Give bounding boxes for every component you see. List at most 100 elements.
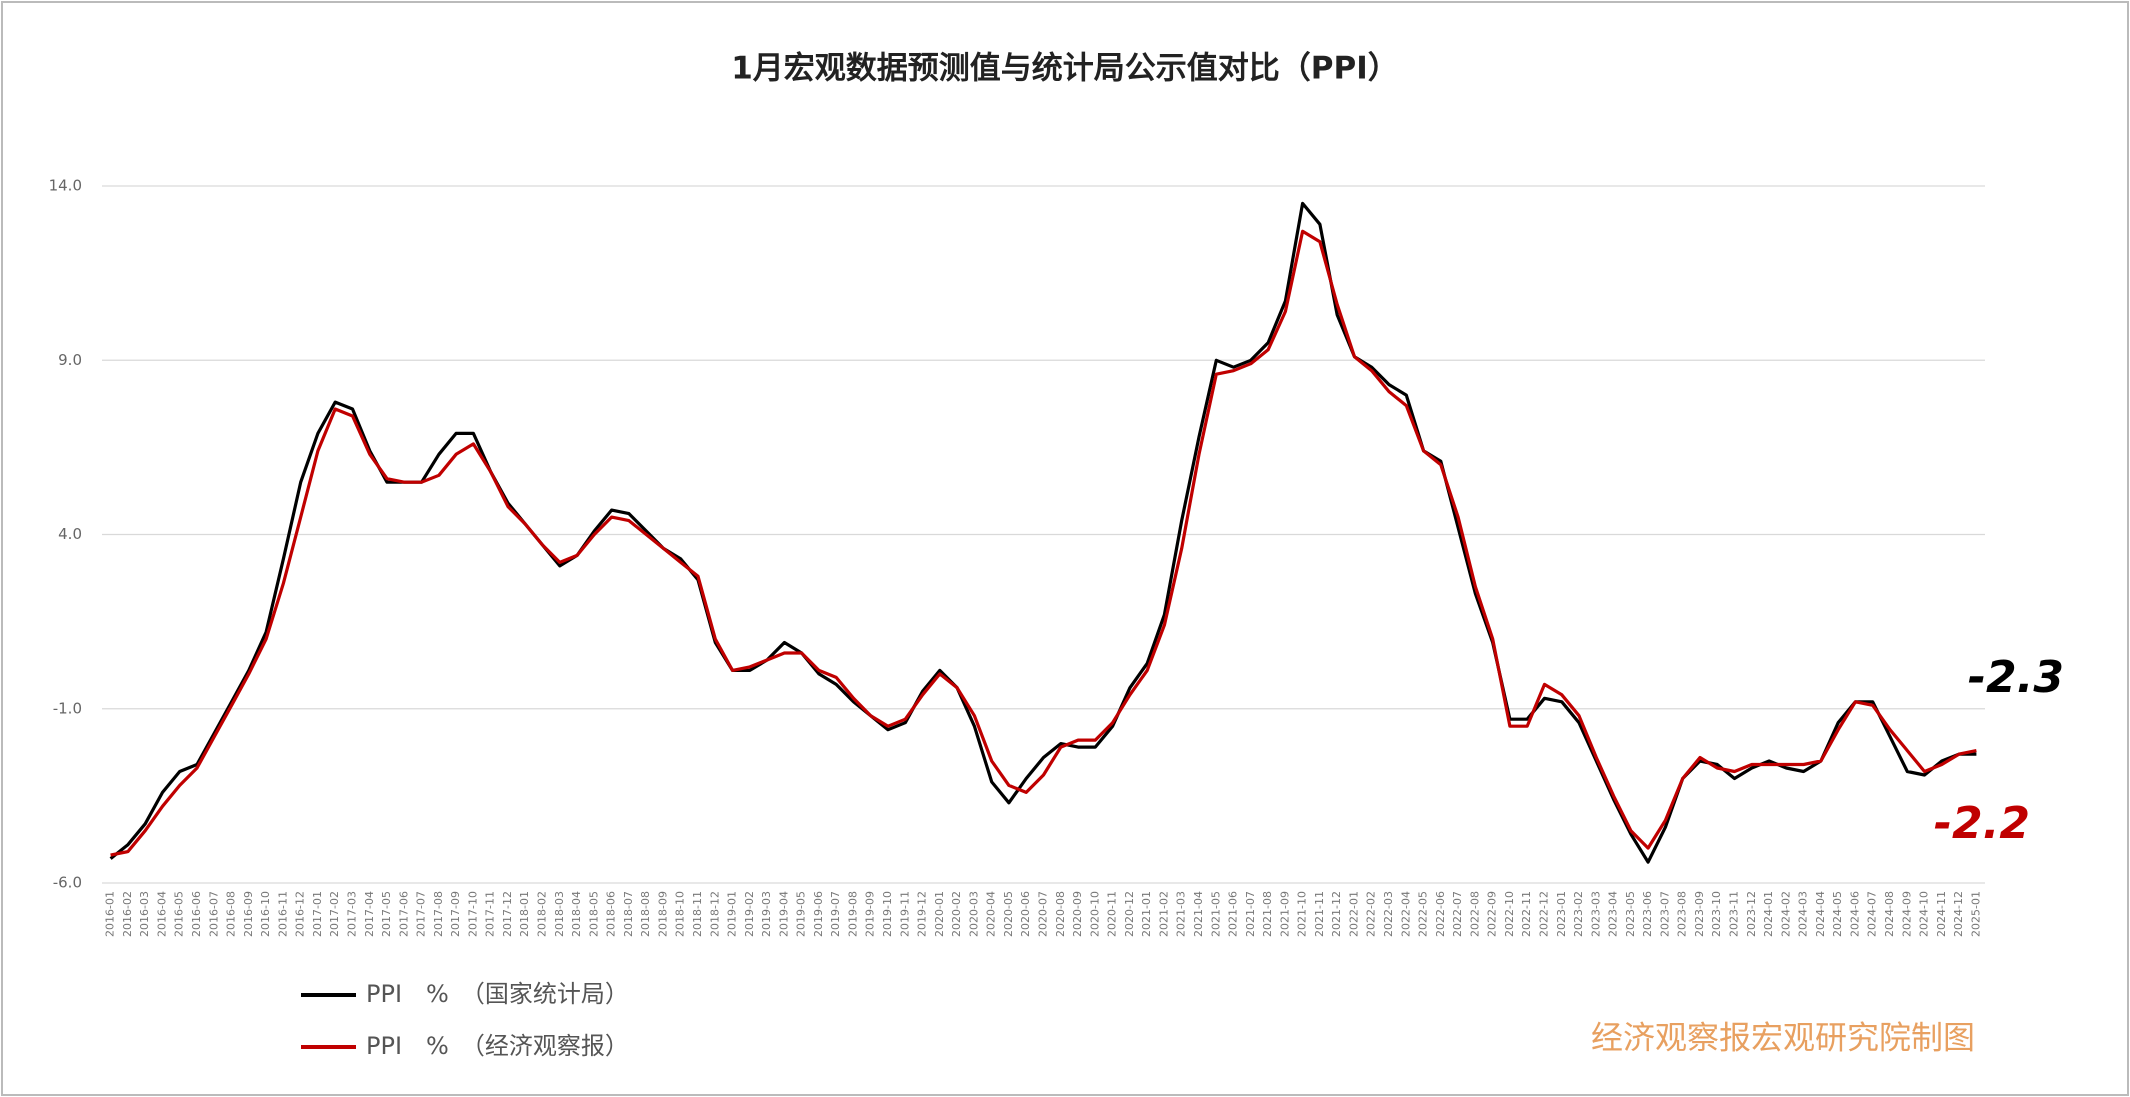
x-tick-label: 2018-03 bbox=[553, 891, 566, 937]
x-tick-label: 2018-04 bbox=[570, 891, 583, 937]
x-tick-label: 2022-09 bbox=[1486, 891, 1499, 937]
x-tick-label: 2020-12 bbox=[1123, 891, 1136, 937]
x-tick-label: 2016-10 bbox=[259, 891, 272, 937]
x-tick-label: 2024-01 bbox=[1762, 891, 1775, 937]
x-tick-label: 2022-11 bbox=[1520, 891, 1533, 937]
x-tick-label: 2022-01 bbox=[1347, 891, 1360, 937]
x-tick-label: 2016-04 bbox=[155, 891, 168, 937]
x-tick-label: 2021-11 bbox=[1313, 891, 1326, 937]
x-tick-label: 2022-05 bbox=[1417, 891, 1430, 937]
x-tick-label: 2018-02 bbox=[536, 891, 549, 937]
x-tick-label: 2020-03 bbox=[967, 891, 980, 937]
x-tick-label: 2023-09 bbox=[1693, 891, 1706, 937]
x-tick-label: 2019-06 bbox=[812, 891, 825, 937]
x-tick-label: 2021-07 bbox=[1244, 891, 1257, 937]
x-tick-label: 2018-11 bbox=[691, 891, 704, 937]
x-tick-label: 2016-08 bbox=[225, 891, 238, 937]
x-tick-label: 2024-12 bbox=[1952, 891, 1965, 937]
x-tick-label: 2019-09 bbox=[864, 891, 877, 937]
x-tick-label: 2020-10 bbox=[1088, 891, 1101, 937]
x-tick-label: 2020-07 bbox=[1037, 891, 1050, 937]
x-tick-label: 2022-06 bbox=[1434, 891, 1447, 937]
x-tick-label: 2019-10 bbox=[881, 891, 894, 937]
annotation: -2.3 bbox=[1968, 652, 2064, 703]
x-tick-label: 2017-10 bbox=[466, 891, 479, 937]
x-tick-label: 2024-06 bbox=[1848, 891, 1861, 937]
x-tick-label: 2017-09 bbox=[449, 891, 462, 937]
x-tick-label: 2023-10 bbox=[1710, 891, 1723, 937]
x-tick-label: 2023-07 bbox=[1658, 891, 1671, 937]
x-tick-label: 2023-01 bbox=[1555, 891, 1568, 937]
x-tick-label: 2016-12 bbox=[294, 891, 307, 937]
x-tick-label: 2023-05 bbox=[1624, 891, 1637, 937]
x-tick-label: 2019-12 bbox=[916, 891, 929, 937]
x-tick-label: 2022-04 bbox=[1399, 891, 1412, 937]
y-tick-label: 4.0 bbox=[58, 525, 82, 543]
x-tick-label: 2019-01 bbox=[726, 891, 739, 937]
x-tick-label: 2023-04 bbox=[1607, 891, 1620, 937]
x-tick-label: 2022-03 bbox=[1382, 891, 1395, 937]
x-tick-label: 2020-08 bbox=[1054, 891, 1067, 937]
x-tick-label: 2022-12 bbox=[1537, 891, 1550, 937]
annotation: -2.2 bbox=[1934, 798, 2030, 849]
x-tick-label: 2017-02 bbox=[328, 891, 341, 937]
x-tick-label: 2021-02 bbox=[1157, 891, 1170, 937]
x-tick-label: 2023-02 bbox=[1572, 891, 1585, 937]
x-tick-label: 2023-08 bbox=[1676, 891, 1689, 937]
x-tick-label: 2022-02 bbox=[1365, 891, 1378, 937]
series-line bbox=[110, 229, 1977, 857]
x-tick-label: 2017-03 bbox=[345, 891, 358, 937]
x-tick-label: 2021-04 bbox=[1192, 891, 1205, 937]
x-tick-label: 2018-12 bbox=[708, 891, 721, 937]
y-tick-label: -1.0 bbox=[53, 699, 82, 717]
x-tick-label: 2021-03 bbox=[1175, 891, 1188, 937]
x-tick-label: 2017-07 bbox=[415, 891, 428, 937]
x-tick-label: 2024-10 bbox=[1918, 891, 1931, 937]
x-tick-label: 2019-08 bbox=[846, 891, 859, 937]
x-tick-label: 2018-08 bbox=[639, 891, 652, 937]
x-tick-label: 2016-01 bbox=[104, 891, 117, 937]
x-tick-label: 2024-07 bbox=[1866, 891, 1879, 937]
x-tick-label: 2017-06 bbox=[397, 891, 410, 937]
x-tick-label: 2018-09 bbox=[656, 891, 669, 937]
x-tick-label: 2017-08 bbox=[432, 891, 445, 937]
x-tick-label: 2020-01 bbox=[933, 891, 946, 937]
source-note: 经济观察报宏观研究院制图 bbox=[1591, 1019, 1975, 1057]
x-tick-label: 2023-03 bbox=[1589, 891, 1602, 937]
x-tick-label: 2018-05 bbox=[587, 891, 600, 937]
x-tick-label: 2018-07 bbox=[622, 891, 635, 937]
x-tick-label: 2016-03 bbox=[138, 891, 151, 937]
x-tick-label: 2017-11 bbox=[484, 891, 497, 937]
x-tick-label: 2024-04 bbox=[1814, 891, 1827, 937]
x-tick-label: 2016-05 bbox=[173, 891, 186, 937]
x-tick-label: 2019-05 bbox=[795, 891, 808, 937]
x-tick-label: 2018-10 bbox=[674, 891, 687, 937]
x-tick-label: 2019-11 bbox=[898, 891, 911, 937]
x-tick-label: 2024-05 bbox=[1831, 891, 1844, 937]
y-tick-label: -6.0 bbox=[53, 874, 82, 892]
x-tick-label: 2022-07 bbox=[1451, 891, 1464, 937]
x-tick-label: 2020-04 bbox=[985, 891, 998, 937]
x-tick-label: 2020-06 bbox=[1019, 891, 1032, 937]
x-tick-label: 2019-02 bbox=[743, 891, 756, 937]
x-tick-label: 2017-01 bbox=[311, 891, 324, 937]
x-tick-label: 2023-11 bbox=[1728, 891, 1741, 937]
x-tick-label: 2017-12 bbox=[501, 891, 514, 937]
x-tick-label: 2021-06 bbox=[1227, 891, 1240, 937]
x-tick-label: 2021-05 bbox=[1209, 891, 1222, 937]
x-tick-label: 2024-09 bbox=[1900, 891, 1913, 937]
x-tick-label: 2016-07 bbox=[207, 891, 220, 937]
y-tick-label: 14.0 bbox=[49, 177, 82, 195]
legend-label: PPI % （国家统计局） bbox=[366, 980, 629, 1008]
y-tick-label: 9.0 bbox=[58, 351, 82, 369]
x-tick-label: 2024-08 bbox=[1883, 891, 1896, 937]
x-tick-label: 2018-06 bbox=[605, 891, 618, 937]
x-tick-label: 2019-07 bbox=[829, 891, 842, 937]
x-tick-label: 2017-05 bbox=[380, 891, 393, 937]
x-tick-label: 2020-11 bbox=[1106, 891, 1119, 937]
x-tick-label: 2024-11 bbox=[1935, 891, 1948, 937]
x-tick-label: 2021-09 bbox=[1278, 891, 1291, 937]
x-tick-label: 2016-02 bbox=[121, 891, 134, 937]
